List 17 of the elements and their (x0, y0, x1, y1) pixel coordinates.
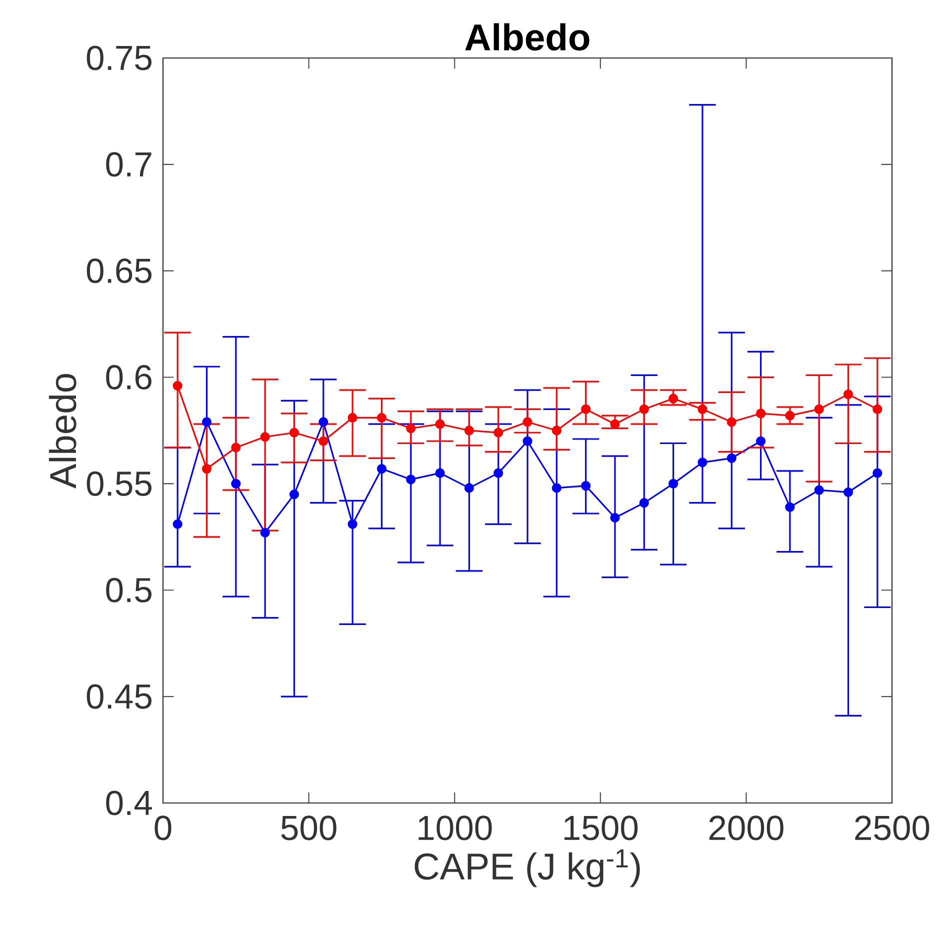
y-tick-label: 0.45 (86, 684, 152, 709)
y-tick-label: 0.55 (86, 471, 152, 496)
y-tick-label: 0.6 (106, 364, 152, 390)
chart-title: Albedo (465, 23, 590, 51)
y-axis-title: Albedo (48, 374, 76, 489)
y-tick-label: 0.5 (106, 578, 152, 602)
x-axis-title: CAPE (J kg$^{-1}$) (414, 849, 640, 888)
x-tick-label: 500 (281, 816, 336, 840)
y-tick-label: 0.65 (86, 258, 152, 284)
y-tick-label: 0.75 (86, 46, 152, 70)
x-tick-label: 2000 (709, 816, 784, 840)
x-tick-label: 1500 (564, 816, 638, 840)
x-tick-label: 1000 (418, 816, 492, 840)
x-tick-label: 0 (154, 816, 172, 840)
y-tick-label: 0.7 (106, 152, 152, 177)
y-tick-label: 0.4 (106, 790, 152, 816)
x-tick-label: 2500 (855, 816, 930, 840)
